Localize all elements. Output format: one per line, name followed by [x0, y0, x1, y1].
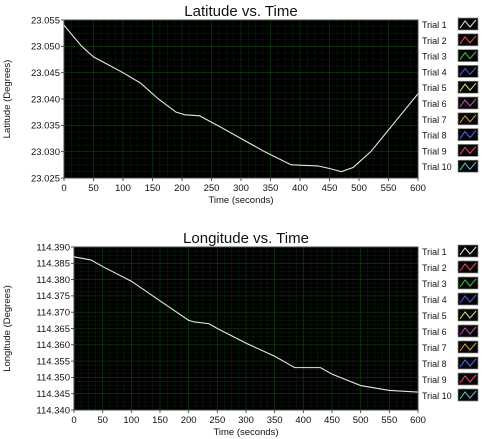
legend-label: Trial 3: [422, 279, 447, 289]
y-tick-label: 114.385: [36, 259, 70, 270]
legend-label: Trial 2: [422, 263, 447, 273]
x-tick-label: 450: [322, 183, 338, 194]
chart-title: Latitude vs. Time: [184, 3, 297, 20]
x-tick-label: 0: [61, 183, 66, 194]
legend-label: Trial 7: [422, 115, 447, 125]
y-tick-label: 23.040: [31, 94, 60, 105]
y-axis-label: Longitude (Degrees): [2, 285, 13, 372]
legend-label: Trial 9: [422, 146, 447, 156]
y-tick-label: 114.360: [36, 340, 70, 351]
legend-swatch-line: [459, 358, 477, 368]
x-tick-label: 300: [238, 415, 254, 426]
x-tick-label: 200: [174, 183, 190, 194]
legend-label: Trial 1: [422, 20, 447, 30]
y-tick-label: 23.035: [31, 121, 60, 132]
longitude-chart: Longitude vs. Time 0 50 100 150 200 250 300 350 4…: [2, 230, 479, 438]
y-tick-label: 114.355: [36, 356, 70, 367]
legend-label: Trial 3: [422, 52, 447, 62]
legend-swatch-line: [459, 278, 477, 288]
y-tick-label: 23.030: [31, 147, 60, 158]
legend-label: Trial 10: [422, 391, 452, 401]
x-tick-label: 200: [181, 415, 197, 426]
legend-label: Trial 5: [422, 83, 447, 93]
x-tick-label: 150: [145, 183, 161, 194]
x-tick-label: 600: [410, 183, 426, 194]
y-tick-label: 114.365: [36, 324, 70, 335]
x-tick-label: 50: [88, 183, 99, 194]
y-tick-label: 114.375: [36, 291, 70, 302]
legend-swatch-line: [459, 51, 477, 60]
legend-label: Trial 8: [422, 359, 447, 369]
series-line-trial-1: [73, 256, 419, 393]
y-tick-label: 114.345: [36, 389, 70, 400]
legend-label: Trial 9: [422, 375, 447, 385]
legend-label: Trial 5: [422, 311, 447, 321]
y-tick-label: 114.380: [36, 275, 70, 286]
y-tick-label: 114.350: [36, 373, 70, 384]
x-tick-label: 550: [381, 183, 397, 194]
legend-swatch-line: [459, 326, 477, 336]
x-tick-label: 150: [152, 415, 168, 426]
legend-swatch-line: [459, 67, 477, 76]
legend-label: Trial 4: [422, 295, 447, 305]
x-tick-label: 100: [123, 415, 139, 426]
legend-swatch-line: [459, 146, 477, 155]
x-tick-label: 600: [410, 415, 426, 426]
chart-title: Longitude vs. Time: [183, 230, 309, 247]
x-tick-label: 250: [209, 415, 225, 426]
legend-swatch-line: [459, 82, 477, 92]
legend-swatch-line: [459, 390, 477, 400]
x-tick-label: 500: [351, 183, 367, 194]
legend-label: Trial 4: [422, 67, 447, 77]
y-tick-label: 114.390: [36, 242, 70, 253]
legend-label: Trial 6: [422, 99, 447, 109]
legend-label: Trial 8: [422, 131, 447, 141]
x-tick-label: 400: [295, 415, 311, 426]
y-tick-label: 23.055: [31, 15, 60, 26]
legend-swatch-line: [459, 342, 477, 352]
legend-swatch-line: [459, 310, 477, 320]
legend-label: Trial 1: [422, 247, 447, 257]
x-tick-label: 400: [292, 183, 308, 194]
y-tick-label: 114.370: [36, 308, 70, 319]
series-line-trial-1: [63, 24, 419, 173]
legend-label: Trial 10: [422, 162, 452, 172]
x-tick-label: 300: [233, 183, 249, 194]
x-tick-label: 550: [381, 415, 397, 426]
y-tick-label: 23.025: [31, 173, 60, 184]
latitude-chart: Latitude vs. Time 0 50 100 150 200 250 300 350 40…: [2, 3, 479, 206]
legend-swatch-line: [459, 35, 477, 45]
legend-swatch-line: [459, 19, 477, 29]
legend-label: Trial 6: [422, 327, 447, 337]
legend-swatch-line: [459, 130, 477, 139]
x-tick-label: 50: [97, 415, 108, 426]
legend-swatch-line: [459, 294, 477, 304]
y-tick-label: 23.045: [31, 68, 60, 79]
x-tick-label: 350: [263, 183, 279, 194]
legend-swatch-line: [459, 114, 477, 124]
x-axis-label: Time (seconds): [208, 195, 273, 206]
x-tick-label: 0: [71, 415, 76, 426]
x-tick-label: 100: [115, 183, 131, 194]
y-tick-label: 23.050: [31, 42, 60, 53]
y-axis-label: Latitude (Degrees): [2, 60, 13, 139]
legend-swatch-line: [459, 161, 477, 171]
legend-swatch-line: [459, 262, 477, 272]
x-axis-label: Time (seconds): [213, 427, 278, 438]
legend-label: Trial 2: [422, 36, 447, 46]
x-tick-label: 350: [267, 415, 283, 426]
x-tick-label: 450: [324, 415, 340, 426]
x-tick-label: 250: [204, 183, 220, 194]
legend-label: Trial 7: [422, 343, 447, 353]
legend-swatch-line: [459, 98, 477, 108]
legend-swatch-line: [459, 374, 477, 384]
y-tick-label: 114.340: [36, 405, 70, 416]
legend-swatch-line: [459, 246, 477, 256]
x-tick-label: 500: [353, 415, 369, 426]
